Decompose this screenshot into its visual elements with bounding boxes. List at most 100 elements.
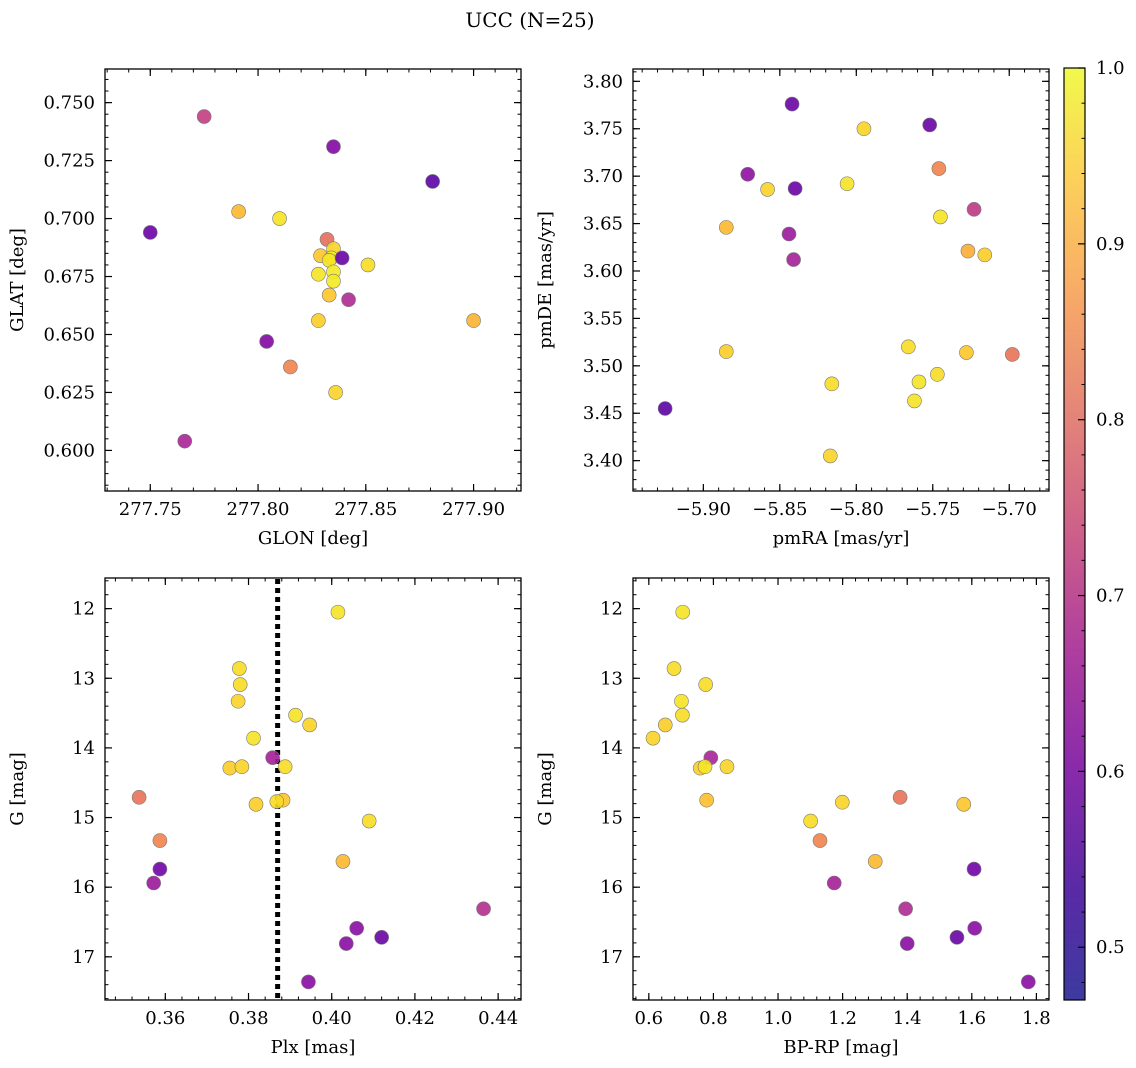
data-point — [328, 385, 343, 400]
x-axis-label: GLON [deg] — [258, 528, 368, 549]
y-tick-label: 16 — [72, 877, 95, 898]
data-point — [657, 401, 673, 416]
y-axis-label: GLAT [deg] — [7, 228, 28, 332]
x-axis-label: BP-RP [mag] — [783, 1037, 898, 1058]
y-tick-label: 3.75 — [583, 119, 623, 140]
data-point — [231, 204, 246, 219]
data-point — [666, 661, 682, 676]
data-point — [374, 930, 389, 945]
y-tick-label: 16 — [600, 877, 623, 898]
data-point — [131, 790, 147, 805]
data-point — [152, 861, 168, 877]
data-point — [288, 707, 303, 723]
y-tick-label: 0.750 — [43, 93, 95, 114]
data-point — [330, 604, 346, 620]
data-point — [177, 433, 193, 449]
colorbar-tick-label: 0.6 — [1096, 761, 1125, 782]
data-point — [425, 174, 440, 189]
data-point — [966, 202, 982, 217]
x-tick-label: 0.38 — [228, 1008, 268, 1029]
data-point — [645, 730, 661, 746]
axes-frame — [104, 577, 522, 1001]
y-tick-label: 0.675 — [43, 267, 95, 288]
panel-bprp-g: 0.6 0.8 1.0 1.2 1.4 1.6 1.8 12 13 14 15 16 17 BP-RP [… — [535, 577, 1051, 1058]
data-point — [931, 161, 947, 176]
data-point — [781, 226, 797, 242]
y-tick-label: 3.40 — [583, 451, 623, 472]
y-tick-label: 3.65 — [583, 214, 623, 235]
y-tick-label: 0.725 — [43, 151, 95, 172]
y-tick-label: 3.55 — [583, 308, 623, 329]
data-point — [232, 677, 248, 692]
data-point — [900, 339, 916, 355]
x-tick-label: 1.0 — [764, 1008, 793, 1029]
colorbar-tick-label: 0.5 — [1096, 937, 1125, 958]
data-point — [1004, 347, 1020, 362]
y-tick-label: 0.650 — [43, 324, 95, 345]
data-point — [803, 813, 818, 829]
data-point — [822, 448, 838, 464]
data-point — [867, 854, 883, 869]
data-point — [907, 393, 922, 409]
x-tick-label: 0.6 — [635, 1008, 664, 1029]
data-point — [657, 717, 673, 733]
panel-plx-g: 0.36 0.38 0.40 0.42 0.44 12 13 14 15 16 17 Plx [mas… — [7, 577, 522, 1058]
data-point — [960, 243, 976, 259]
data-point — [675, 604, 691, 620]
y-tick-label: 3.50 — [583, 356, 623, 377]
axes-frame — [632, 68, 1050, 492]
data-point — [956, 797, 972, 812]
x-tick-label: 1.4 — [893, 1008, 922, 1029]
colorbar-tick-label: 0.9 — [1096, 234, 1125, 255]
y-tick-label: 15 — [72, 808, 95, 829]
y-tick-label: 0.600 — [43, 440, 95, 461]
y-tick-label: 3.60 — [583, 261, 623, 282]
x-axis-label: pmRA [mas/yr] — [773, 528, 910, 549]
x-tick-label: −5.75 — [905, 499, 960, 520]
data-point — [784, 96, 800, 112]
y-tick-label: 14 — [600, 738, 623, 759]
data-point — [338, 936, 354, 951]
y-tick-label: 3.45 — [583, 403, 623, 424]
data-point — [719, 759, 735, 775]
panel-pmra-pmde: −5.90 −5.85 −5.80 −5.75 −5.70 3.40 3.45 3.50 3.5… — [535, 68, 1050, 549]
y-tick-label: 12 — [600, 599, 623, 620]
data-point — [361, 813, 377, 829]
x-tick-label: 0.42 — [395, 1008, 435, 1029]
data-point — [699, 792, 714, 808]
data-point — [326, 139, 341, 154]
data-point — [341, 292, 356, 308]
data-point — [232, 661, 247, 676]
data-point — [326, 273, 341, 289]
y-tick-label: 15 — [600, 808, 623, 829]
data-point — [675, 707, 690, 723]
data-point — [911, 374, 927, 390]
data-point — [466, 313, 481, 328]
data-point — [834, 794, 850, 810]
y-tick-label: 0.700 — [43, 209, 95, 230]
data-point — [760, 182, 775, 197]
data-point — [142, 225, 158, 240]
data-point — [265, 750, 280, 765]
data-point — [697, 759, 713, 775]
y-axis-label: G [mag] — [535, 752, 556, 825]
data-point — [977, 247, 993, 263]
data-point — [899, 936, 915, 951]
x-axis-label: Plx [mas] — [271, 1037, 356, 1058]
y-tick-label: 3.80 — [583, 71, 623, 92]
data-point — [892, 790, 908, 805]
data-point — [967, 920, 983, 936]
y-tick-label: 14 — [72, 738, 95, 759]
x-tick-label: 1.8 — [1022, 1008, 1051, 1029]
y-tick-label: 13 — [600, 668, 623, 689]
colorbar-tick-label: 0.7 — [1096, 586, 1125, 607]
x-tick-label: −5.70 — [982, 499, 1037, 520]
data-point — [259, 334, 274, 349]
data-point — [718, 220, 734, 235]
x-tick-label: 277.75 — [119, 499, 182, 520]
data-point — [966, 861, 982, 877]
y-tick-label: 12 — [72, 599, 95, 620]
data-point — [269, 794, 285, 809]
x-tick-label: 277.90 — [442, 499, 505, 520]
